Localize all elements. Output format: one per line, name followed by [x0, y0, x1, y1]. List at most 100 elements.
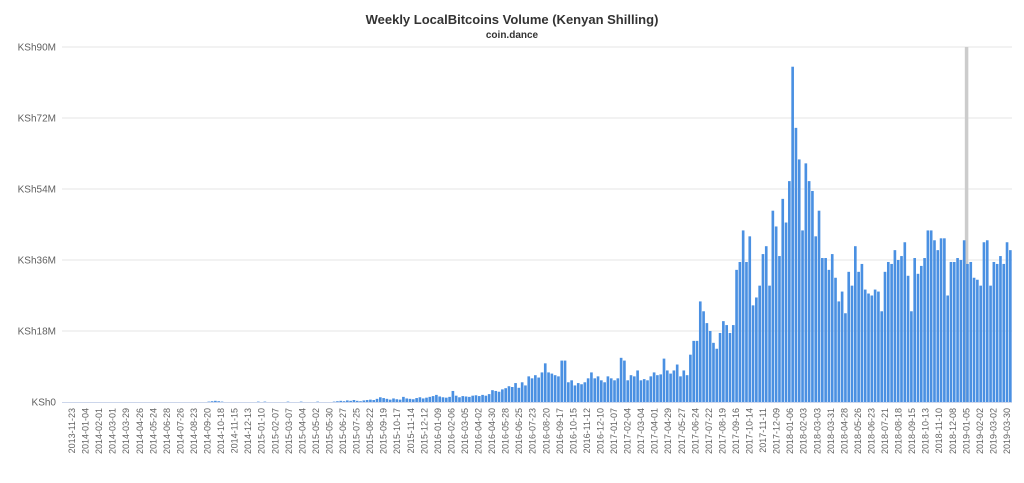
bar[interactable] [659, 374, 663, 402]
bar[interactable] [890, 263, 893, 402]
bar[interactable] [606, 376, 610, 402]
bar[interactable] [867, 293, 870, 402]
bar[interactable] [557, 376, 560, 402]
bar[interactable] [210, 401, 214, 402]
bar[interactable] [824, 258, 827, 402]
bar[interactable] [959, 260, 963, 402]
bar[interactable] [735, 269, 738, 402]
bar[interactable] [540, 372, 544, 402]
bar[interactable] [801, 230, 804, 402]
bar[interactable] [586, 378, 590, 402]
bar[interactable] [791, 66, 794, 402]
bar[interactable] [910, 311, 913, 402]
bar[interactable] [435, 394, 438, 402]
bar[interactable] [844, 313, 847, 402]
bar[interactable] [428, 396, 432, 402]
bar[interactable] [761, 254, 765, 402]
bar[interactable] [827, 269, 831, 402]
bar[interactable] [613, 380, 616, 402]
bar[interactable] [365, 400, 369, 402]
bar[interactable] [923, 258, 926, 402]
bar[interactable] [1002, 263, 1006, 402]
bar[interactable] [982, 242, 986, 402]
bar[interactable] [593, 378, 597, 402]
bar[interactable] [771, 210, 775, 402]
bar[interactable] [623, 360, 626, 402]
bar[interactable] [896, 260, 900, 402]
bar[interactable] [619, 357, 623, 402]
bar[interactable] [741, 230, 745, 402]
bar[interactable] [751, 305, 755, 402]
bar[interactable] [821, 258, 824, 402]
bar[interactable] [758, 285, 761, 402]
bar[interactable] [850, 285, 854, 402]
bar[interactable] [712, 342, 715, 402]
bar[interactable] [788, 181, 791, 402]
bar[interactable] [418, 397, 422, 402]
bar[interactable] [375, 398, 379, 402]
bar[interactable] [705, 323, 709, 402]
bar[interactable] [946, 295, 949, 403]
bar[interactable] [679, 376, 682, 402]
bar[interactable] [217, 401, 220, 402]
bar[interactable] [214, 400, 217, 402]
bar[interactable] [840, 291, 844, 402]
bar[interactable] [405, 398, 409, 402]
bar[interactable] [603, 382, 606, 402]
bar[interactable] [537, 377, 540, 402]
bar[interactable] [398, 399, 402, 402]
bar[interactable] [916, 273, 920, 402]
bar[interactable] [854, 246, 857, 402]
bar[interactable] [880, 311, 884, 402]
bar[interactable] [913, 258, 917, 402]
bar[interactable] [349, 400, 352, 402]
bar[interactable] [728, 332, 732, 402]
bar[interactable] [778, 256, 781, 402]
bar[interactable] [731, 325, 735, 402]
bar[interactable] [886, 261, 890, 402]
bar[interactable] [517, 387, 521, 402]
bar[interactable] [989, 285, 992, 402]
bar[interactable] [689, 354, 692, 402]
bar[interactable] [906, 275, 910, 402]
bar[interactable] [857, 271, 860, 402]
bar[interactable] [814, 236, 818, 402]
bar[interactable] [774, 226, 778, 402]
bar[interactable] [395, 399, 399, 402]
bar[interactable] [995, 263, 999, 402]
bar[interactable] [900, 256, 903, 402]
bar[interactable] [600, 380, 603, 402]
bar[interactable] [1009, 250, 1012, 402]
bar[interactable] [458, 397, 461, 402]
bar[interactable] [969, 261, 973, 402]
bar[interactable] [903, 242, 907, 402]
bar[interactable] [431, 396, 435, 402]
bar[interactable] [698, 301, 702, 402]
bar[interactable] [451, 390, 455, 402]
bar[interactable] [626, 380, 630, 402]
bar[interactable] [441, 397, 445, 402]
bar[interactable] [527, 376, 531, 402]
bar[interactable] [652, 372, 656, 402]
bar[interactable] [685, 375, 689, 402]
bar[interactable] [870, 295, 874, 403]
bar[interactable] [722, 321, 725, 402]
bar[interactable] [497, 391, 501, 402]
bar[interactable] [781, 198, 785, 402]
bar[interactable] [444, 397, 448, 402]
bar[interactable] [408, 398, 412, 402]
bar[interactable] [580, 384, 583, 402]
bar[interactable] [346, 400, 349, 402]
bar[interactable] [461, 396, 465, 402]
bar[interactable] [646, 380, 649, 402]
bar[interactable] [738, 261, 742, 402]
bar[interactable] [999, 256, 1002, 402]
bar[interactable] [669, 373, 672, 402]
bar[interactable] [421, 398, 425, 402]
bar[interactable] [454, 395, 458, 402]
bar[interactable] [675, 364, 679, 402]
bar[interactable] [494, 390, 498, 402]
bar[interactable] [629, 375, 633, 402]
bar[interactable] [491, 390, 494, 402]
bar[interactable] [468, 396, 471, 402]
